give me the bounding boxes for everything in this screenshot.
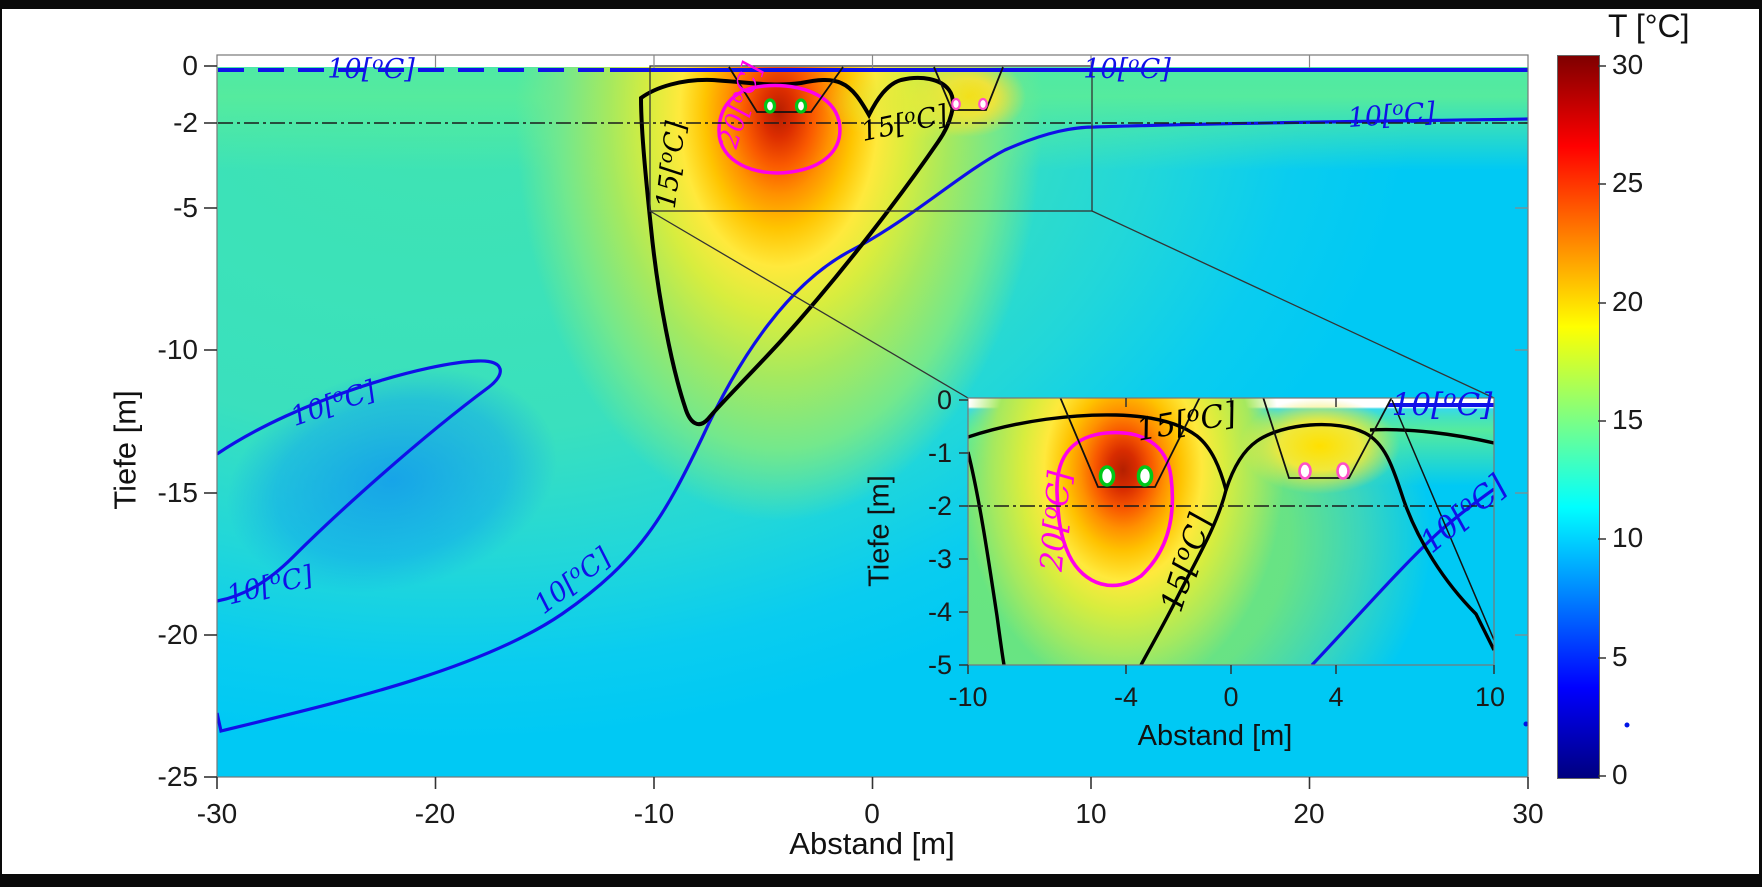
contour-10c-cold-pocket: [217, 359, 502, 603]
inset-contour-20c: [1055, 430, 1175, 588]
inset-y-tick-label: -4: [927, 597, 952, 627]
svg-text:10[oC]: 10[oC]: [1083, 52, 1171, 85]
inset-y-tick-label: -5: [927, 650, 952, 680]
inset-plot-content: [968, 398, 1494, 665]
y-tick-label: 0: [182, 50, 198, 81]
svg-text:20[oC]: 20[oC]: [711, 58, 769, 153]
pipe-marker: [763, 98, 777, 114]
right-trench-outline: [933, 66, 1004, 111]
svg-text:15[oC]: 15[oC]: [649, 119, 692, 210]
x-tick-label: -10: [633, 798, 675, 829]
svg-text:10[oC]: 10[oC]: [286, 373, 380, 433]
svg-text:15[oC]: 15[oC]: [1153, 508, 1220, 616]
zoom-rectangle: [649, 65, 1093, 212]
colorbar: [1557, 55, 1600, 779]
inset-x-tick-label: 4: [1328, 682, 1344, 712]
colorbar-tick-label: 15: [1612, 404, 1644, 435]
inset-x-tick-label: 0: [1223, 682, 1239, 712]
inset-contour-10c-sweep: [1310, 487, 1494, 665]
svg-text:10[oC]: 10[oC]: [327, 52, 415, 85]
x-tick-label: 20: [1293, 798, 1325, 829]
svg-text:10[oC]: 10[oC]: [1392, 386, 1494, 423]
x-tick-label: 0: [864, 798, 880, 829]
window-frame-bottom: [0, 874, 1762, 887]
inset-contour-15c-d: [1369, 427, 1494, 445]
inset-y-tick-label: -1: [927, 438, 952, 468]
colorbar-tick-label: 5: [1612, 641, 1628, 672]
x-tick-label: 10: [1075, 798, 1107, 829]
left-trench-outline: [728, 66, 844, 113]
stray-dot: [1523, 721, 1528, 727]
colorbar-tick-label: 25: [1612, 167, 1644, 198]
colorbar-ticks: [1598, 65, 1606, 777]
svg-text:10[oC]: 10[oC]: [223, 558, 316, 611]
zoom-leader-left: [649, 210, 969, 399]
y-tick-label: -25: [157, 761, 198, 792]
x-axis-title: Abstand [m]: [789, 826, 955, 861]
inset-x-tick-label: 10: [1474, 682, 1506, 712]
inset-contour-15c-a: [968, 413, 1228, 665]
inset-pipe-marker: [1336, 462, 1350, 480]
colorbar-tick-label: 10: [1612, 522, 1644, 553]
x-tick-label: -20: [414, 798, 456, 829]
y-tick-label: -20: [157, 619, 198, 650]
svg-text:10[oC]: 10[oC]: [1347, 95, 1437, 134]
contour-labels-main-black: 15[oC] 15[oC]: [649, 97, 951, 210]
inset-y-tick-label: 0: [936, 385, 952, 415]
pipe-marker: [951, 97, 961, 111]
colorbar-tick-label: 0: [1612, 759, 1628, 790]
inset-pipe-marker: [1136, 465, 1154, 487]
colorbar-tick-label: 20: [1612, 286, 1644, 317]
pipe-marker: [794, 98, 808, 114]
pipe-marker: [978, 97, 988, 111]
main-ticks: [204, 65, 1529, 789]
inset-left-trench-outline: [1059, 398, 1201, 488]
contour-labels-main-blue: 10[oC] 10[oC] 10[oC] 10[oC] 10[oC] 10[oC…: [223, 52, 1437, 620]
main-axes-box: [216, 54, 1529, 778]
main-inner-ticks: [434, 55, 1528, 636]
contour-10c-sweep: [217, 117, 1528, 733]
inset-pipe-marker: [1098, 465, 1116, 487]
colorbar-title: T [°C]: [1608, 8, 1690, 44]
inset-contour-15c-b: [968, 451, 1006, 665]
svg-text:10[oC]: 10[oC]: [1413, 467, 1515, 561]
window-frame-top: [0, 0, 1762, 9]
y-tick-label: -5: [173, 192, 198, 223]
inset-x-tick-label: -10: [948, 682, 988, 712]
y-axis-title: Tiefe [m]: [107, 390, 143, 510]
inset-slope-line: [1391, 399, 1494, 641]
inset-ticks: [959, 398, 1495, 674]
svg-text:15[oC]: 15[oC]: [1133, 395, 1239, 449]
inset-x-tick-label: -4: [1113, 682, 1139, 712]
window-frame-right: [1759, 0, 1762, 887]
inset-y-tick-label: -3: [927, 544, 952, 574]
inset-pipe-marker: [1298, 462, 1312, 480]
y-tick-label: -10: [157, 334, 198, 365]
x-tick-label: 30: [1512, 798, 1544, 829]
y-tick-label: -2: [173, 107, 198, 138]
inset-y-axis-title: Tiefe [m]: [863, 475, 896, 587]
contour-labels-inset-blue: 10[oC] 10[oC]: [1392, 386, 1515, 560]
contour-labels-main-magenta: 20[oC]: [711, 58, 769, 153]
main-plot-content: [217, 66, 1528, 733]
contour-labels-inset-magenta: 20[oC]: [1033, 468, 1079, 574]
y-tick-label: -15: [157, 477, 198, 508]
inset-y-tick-label: -2: [927, 491, 952, 521]
x-tick-label: -30: [196, 798, 238, 829]
window-frame-left: [0, 0, 2, 887]
inset-temperature-field: [968, 398, 1494, 665]
colorbar-tick-label: 30: [1612, 49, 1644, 80]
svg-text:15[oC]: 15[oC]: [858, 97, 951, 148]
inset-x-axis-title: Abstand [m]: [1137, 720, 1293, 752]
stray-dot: [1624, 722, 1630, 728]
contour-20c-main: [717, 83, 842, 175]
inset-right-trench-outline: [1262, 398, 1393, 479]
svg-text:20[oC]: 20[oC]: [1033, 468, 1079, 573]
contour-15c-main: [638, 75, 955, 427]
zoom-leader-right: [1091, 210, 1495, 399]
